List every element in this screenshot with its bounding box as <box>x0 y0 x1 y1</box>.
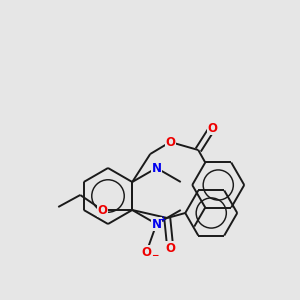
Text: O: O <box>165 136 175 148</box>
Text: −: − <box>151 250 158 260</box>
Text: O: O <box>142 245 152 259</box>
Text: N: N <box>152 161 161 175</box>
Text: N: N <box>152 218 161 230</box>
Text: O: O <box>97 203 107 217</box>
Text: O: O <box>165 242 175 254</box>
Text: O: O <box>207 122 217 134</box>
Text: +: + <box>159 215 166 224</box>
